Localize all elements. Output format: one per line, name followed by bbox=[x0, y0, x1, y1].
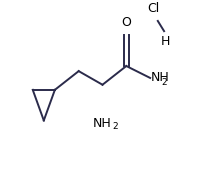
Text: H: H bbox=[160, 35, 169, 48]
Text: O: O bbox=[121, 16, 131, 29]
Text: 2: 2 bbox=[112, 122, 117, 131]
Text: NH: NH bbox=[150, 71, 169, 84]
Text: NH: NH bbox=[92, 117, 111, 130]
Text: 2: 2 bbox=[161, 78, 166, 87]
Text: Cl: Cl bbox=[147, 2, 159, 15]
